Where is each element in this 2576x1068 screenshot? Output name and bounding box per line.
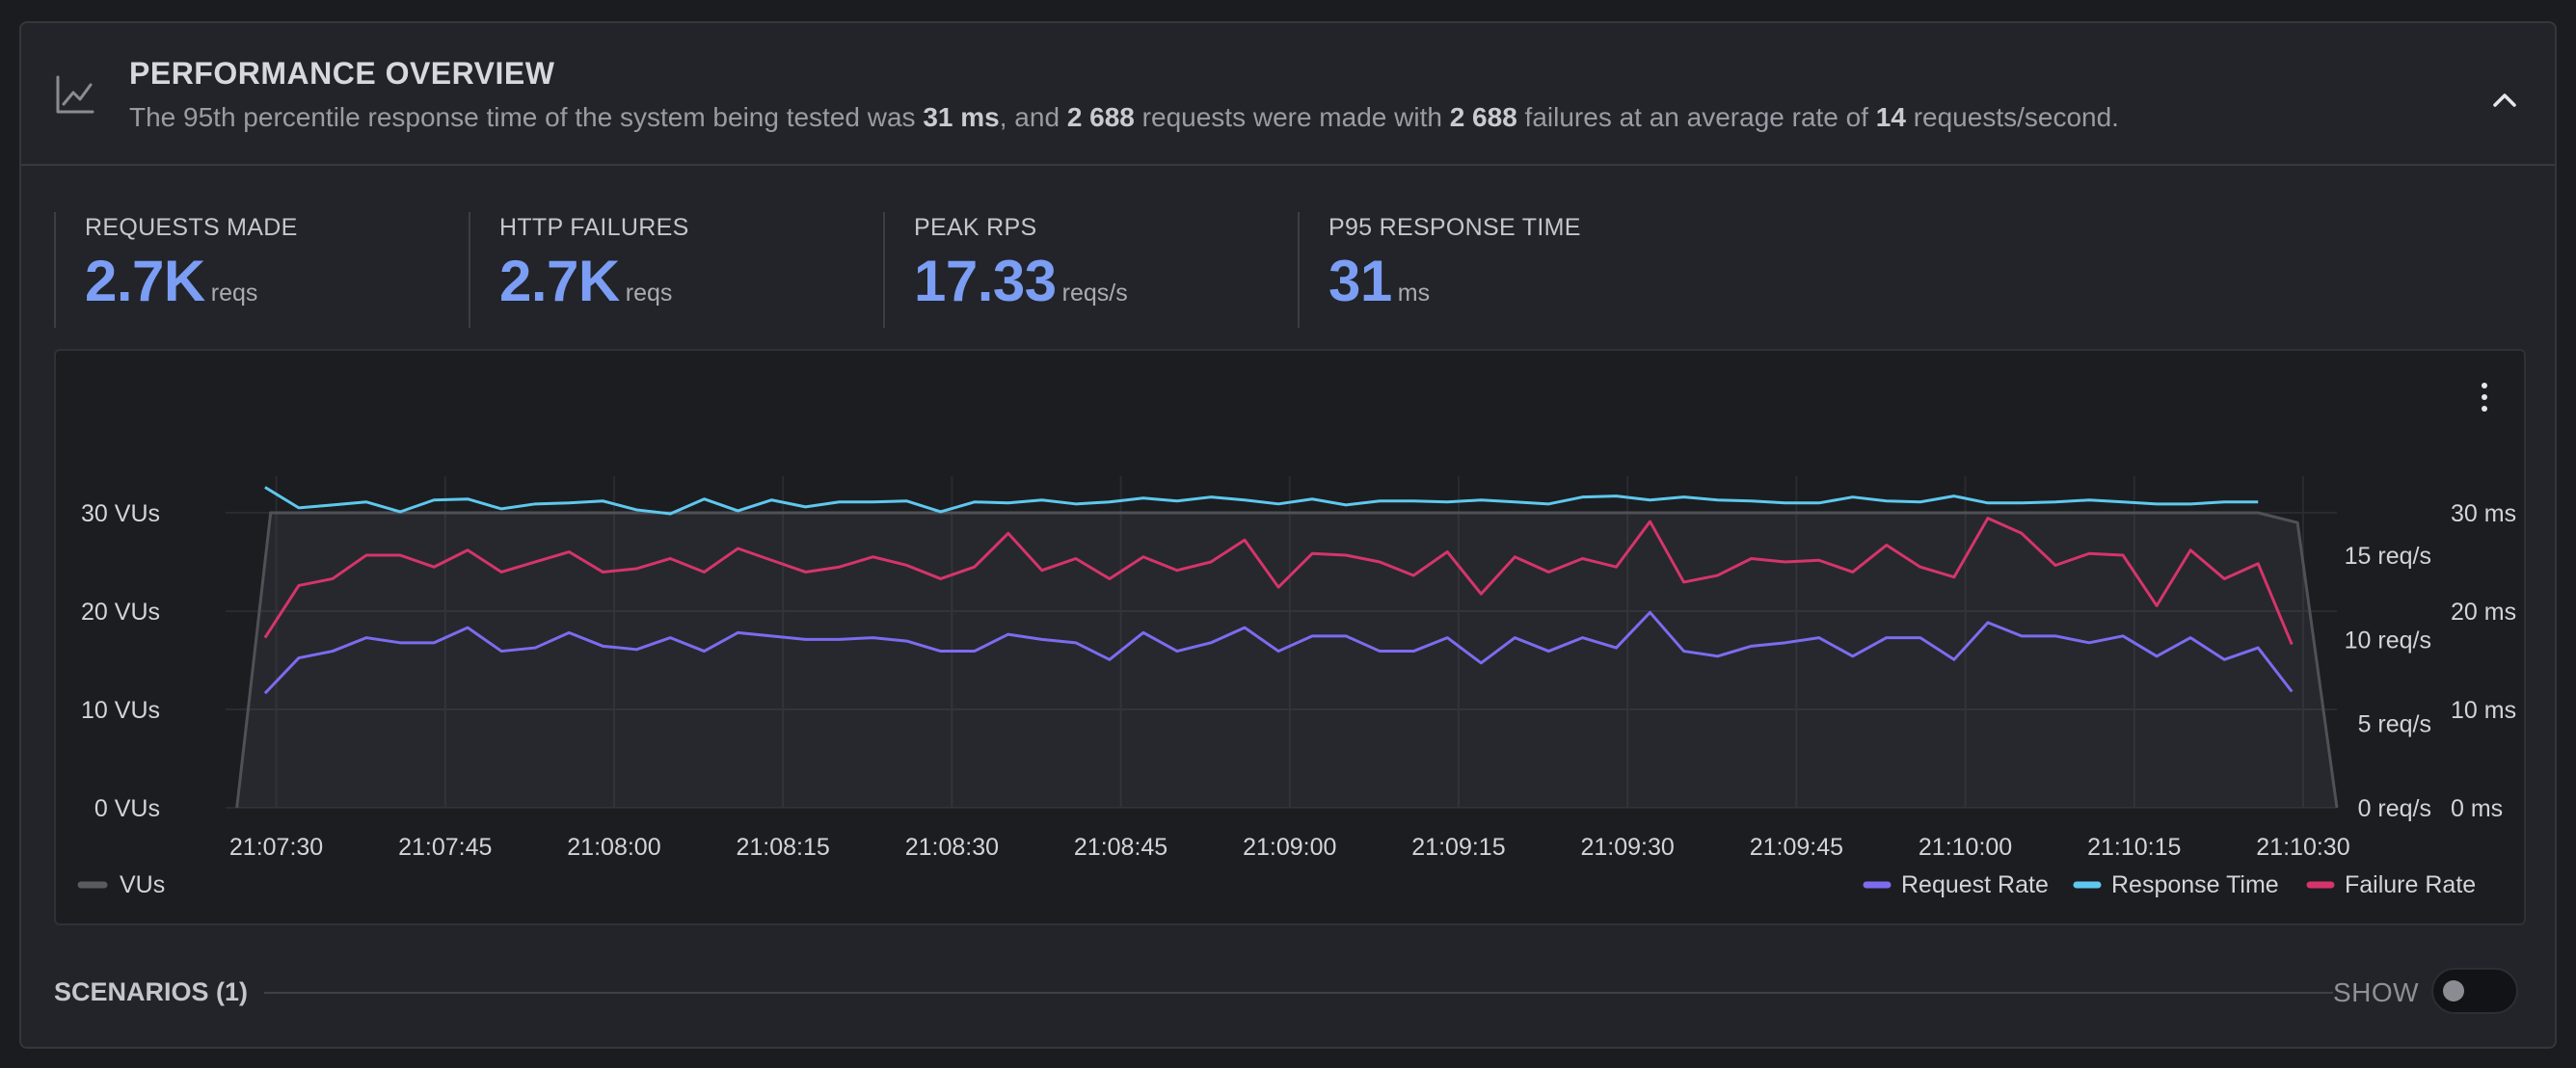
y-tick-label-left: 30 VUs — [81, 500, 160, 527]
stat-unit: reqs/s — [1061, 280, 1128, 307]
more-vertical-icon[interactable] — [2470, 378, 2499, 416]
failure-rate-line — [263, 517, 2294, 646]
x-tick-label: 21:10:30 — [2256, 834, 2349, 861]
chart-svg: 0 VUs 10 VUs 20 VUs 30 VUs 0 req/s 5 req/s 10 … — [77, 476, 2516, 898]
y-tick-label-rps: 0 req/s — [2358, 795, 2431, 822]
stat-label: HTTP FAILURES — [499, 214, 689, 241]
summary-highlight: 2 688 — [1066, 102, 1135, 132]
stat-value: 31 — [1328, 249, 1392, 313]
stat-label: P95 RESPONSE TIME — [1328, 214, 1581, 241]
stat-value: 2.7K — [499, 249, 620, 313]
stat-requests-made: REQUESTS MADE 2.7K reqs — [54, 212, 298, 328]
y-tick-label-ms: 0 ms — [2451, 795, 2503, 822]
summary-highlight: 2 688 — [1449, 102, 1517, 132]
x-tick-label: 21:09:15 — [1411, 834, 1505, 861]
stat-p95-response-time: P95 RESPONSE TIME 31 ms — [1298, 212, 1581, 328]
x-tick-label: 21:09:00 — [1243, 834, 1336, 861]
y-tick-label-left: 20 VUs — [81, 599, 160, 626]
divider — [264, 992, 2333, 994]
stat-label: REQUESTS MADE — [85, 214, 298, 241]
response-time-line — [264, 486, 2259, 516]
summary-description: The 95th percentile response time of the… — [129, 102, 2119, 133]
summary-text: , and — [999, 102, 1067, 132]
vus-area — [236, 513, 2338, 808]
panel-header[interactable]: PERFORMANCE OVERVIEW The 95th percentile… — [21, 23, 2555, 166]
x-tick-label: 21:08:45 — [1074, 834, 1167, 861]
x-tick-label: 21:10:15 — [2087, 834, 2181, 861]
x-tick-label: 21:07:45 — [398, 834, 492, 861]
summary-highlight: 31 ms — [923, 102, 1000, 132]
summary-text: failures at an average rate of — [1516, 102, 1876, 132]
scenarios-label: SCENARIOS (1) — [54, 977, 249, 1006]
stat-http-failures: HTTP FAILURES 2.7K reqs — [469, 212, 689, 328]
stat-value: 17.33 — [914, 249, 1057, 313]
y-tick-label-ms: 20 ms — [2451, 599, 2516, 626]
stat-label: PEAK RPS — [914, 214, 1037, 241]
y-tick-label-rps: 15 req/s — [2345, 543, 2431, 570]
chevron-up-icon[interactable] — [2485, 81, 2524, 120]
summary-highlight: 14 — [1875, 102, 1906, 132]
y-tick-label-ms: 10 ms — [2451, 697, 2516, 724]
vus-line — [235, 511, 2339, 809]
request-rate-line — [263, 610, 2294, 695]
show-scenarios-toggle[interactable] — [2431, 968, 2518, 1014]
y-tick-label-ms: 30 ms — [2451, 500, 2516, 527]
x-tick-label: 21:09:45 — [1750, 834, 1843, 861]
x-tick-label: 21:09:30 — [1580, 834, 1674, 861]
y-tick-label-left: 10 VUs — [81, 697, 160, 724]
x-tick-label: 21:08:15 — [736, 834, 829, 861]
summary-text: requests/second. — [1905, 102, 2119, 132]
page-title: PERFORMANCE OVERVIEW — [129, 56, 555, 91]
x-tick-label: 21:08:00 — [567, 834, 660, 861]
stat-peak-rps: PEAK RPS 17.33 reqs/s — [883, 212, 1128, 328]
x-tick-label: 21:08:30 — [905, 834, 999, 861]
legend-label-failure-rate: Failure Rate — [2345, 871, 2476, 898]
performance-chart: 0 VUs 10 VUs 20 VUs 30 VUs 0 req/s 5 req/s 10 … — [54, 349, 2526, 925]
toggle-knob — [2443, 980, 2464, 1001]
legend-label-response-time: Response Time — [2111, 871, 2279, 898]
x-tick-label: 21:07:30 — [229, 834, 323, 861]
stat-unit: reqs — [210, 280, 258, 307]
y-tick-label-rps: 10 req/s — [2345, 627, 2431, 654]
y-tick-label-rps: 5 req/s — [2358, 711, 2431, 738]
legend-label-request-rate: Request Rate — [1901, 871, 2049, 898]
performance-overview-panel: PERFORMANCE OVERVIEW The 95th percentile… — [19, 21, 2557, 1049]
legend-label-vus: VUs — [120, 871, 165, 898]
y-tick-label-left: 0 VUs — [94, 795, 160, 822]
show-label: SHOW — [2333, 977, 2420, 1007]
line-chart-icon — [56, 75, 94, 114]
stat-value: 2.7K — [85, 249, 205, 313]
x-tick-label: 21:10:00 — [1919, 834, 2012, 861]
summary-text: requests were made with — [1134, 102, 1450, 132]
stat-unit: reqs — [625, 280, 673, 307]
stat-unit: ms — [1397, 280, 1431, 307]
summary-text: The 95th percentile response time of the… — [129, 102, 924, 132]
